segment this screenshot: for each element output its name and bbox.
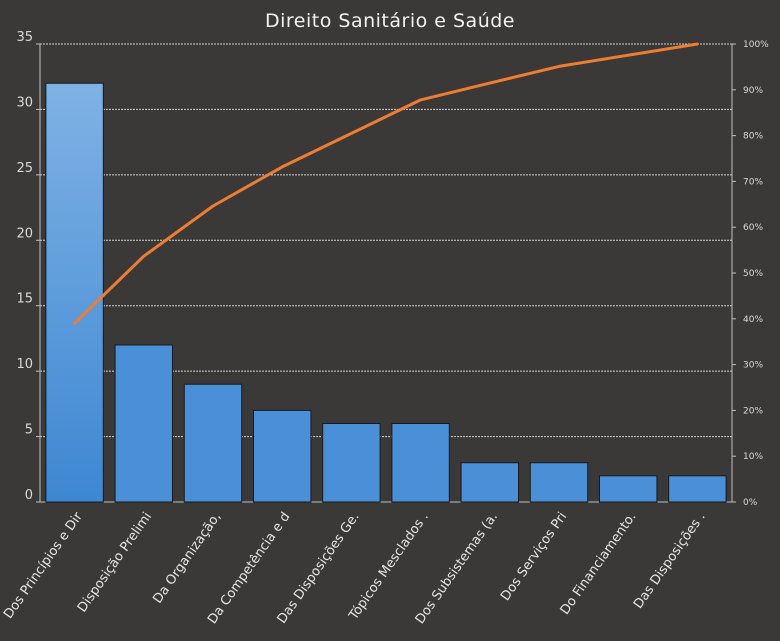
cumulative-line-path — [73, 42, 699, 325]
bars — [45, 82, 727, 503]
y2-tick-label: 50% — [743, 269, 763, 279]
bar — [391, 422, 450, 503]
chart-title: Direito Sanitário e Saúde — [265, 10, 515, 32]
bar — [668, 475, 727, 503]
y-tick-label: 35 — [16, 30, 33, 45]
y-tick-label: 15 — [16, 292, 33, 307]
bar — [322, 422, 381, 503]
bar — [460, 462, 520, 503]
y2-tick-label: 0% — [743, 498, 758, 508]
y-axis-ticks: 0 5 10 15 20 25 30 35 — [16, 30, 33, 503]
y2-tick-label: 70% — [743, 177, 763, 187]
bar — [183, 383, 243, 503]
y-tick-label: 0 — [25, 488, 33, 503]
y2-tick-label: 10% — [743, 452, 763, 462]
y2-tick-label: 20% — [743, 406, 763, 416]
y2-tick-label: 30% — [743, 361, 763, 371]
y2-tick-label: 60% — [743, 223, 763, 233]
y-tick-label: 20 — [16, 226, 33, 241]
cumulative-line — [73, 42, 699, 325]
y-tick-label: 25 — [16, 161, 33, 176]
y2-tick-label: 90% — [743, 86, 763, 96]
bar — [598, 475, 658, 503]
y2-axis-ticks: 0% 10% 20% 30% 40% 50% 60% 70% 80% 90% 100% — [743, 40, 769, 508]
bar — [45, 82, 104, 503]
bar — [252, 409, 312, 503]
y2-tick-label: 80% — [743, 132, 763, 142]
y2-tick-label: 100% — [743, 40, 769, 50]
y-tick-label: 10 — [16, 357, 33, 372]
bar — [529, 462, 589, 503]
y-tick-label: 30 — [16, 95, 33, 110]
bar — [114, 344, 174, 503]
y2-tick-label: 40% — [743, 315, 763, 325]
y-tick-label: 5 — [25, 423, 33, 438]
